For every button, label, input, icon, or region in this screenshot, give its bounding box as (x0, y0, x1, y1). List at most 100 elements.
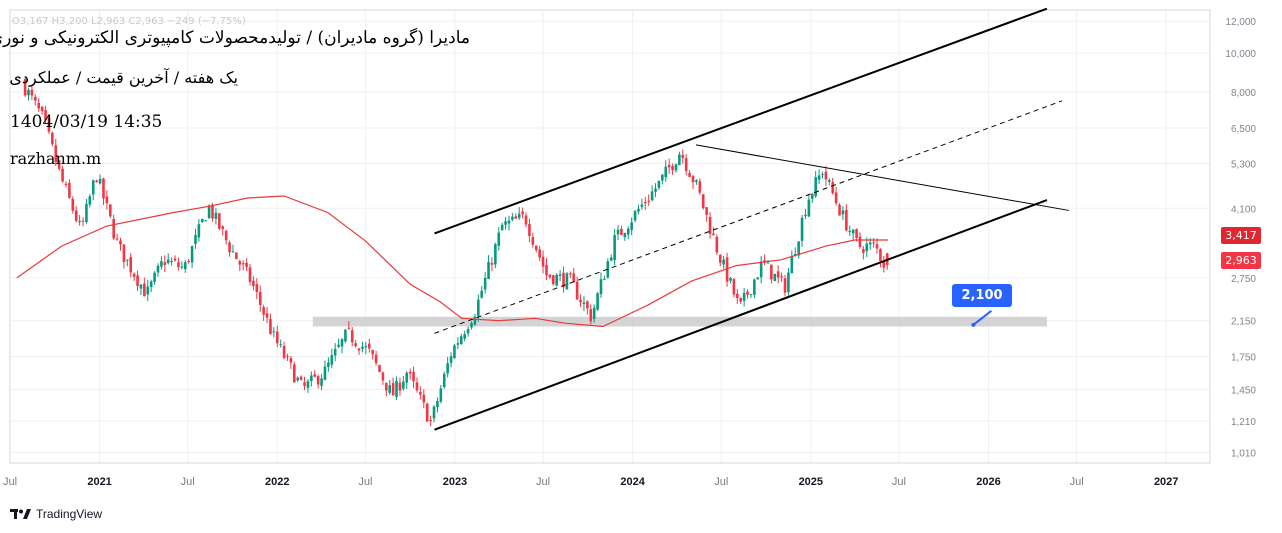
candle-body (538, 249, 541, 258)
candle-body (350, 330, 354, 343)
candlestick-series (23, 77, 889, 427)
tradingview-logo-icon[interactable] (10, 508, 32, 520)
candle-body (708, 216, 712, 234)
candle-body (684, 158, 688, 171)
candle-body (637, 208, 640, 212)
candle-body (497, 232, 501, 246)
candle-body (160, 261, 163, 267)
candle-body (756, 277, 760, 280)
candle-body (296, 377, 300, 381)
footer: TradingView (10, 507, 102, 521)
candle-body (238, 261, 242, 265)
candle-body (589, 309, 593, 322)
candle-body (129, 257, 133, 273)
time-tick-label: Jul (181, 476, 195, 488)
candle-body (609, 257, 613, 261)
descending-trend-line (695, 144, 1069, 211)
candle-body (105, 196, 109, 204)
tradingview-brand[interactable]: TradingView (36, 507, 103, 521)
candle-body (367, 343, 371, 349)
candle-body (528, 224, 531, 237)
candle-body (650, 191, 654, 201)
candle-body (200, 218, 204, 223)
candle-body (613, 235, 616, 261)
channel-mid-line (434, 100, 1063, 334)
price-tick-label: 10,000 (1225, 49, 1256, 60)
candle-body (166, 259, 170, 264)
candle-body (126, 259, 129, 261)
candle-body (361, 346, 364, 349)
candle-body (732, 279, 736, 295)
time-tick-label: Jul (3, 476, 17, 488)
time-axis[interactable]: Jul 2021 Jul 2022 Jul 2023 Jul 2024 Jul 2025 Jul 20… (3, 476, 1178, 488)
candle-body (838, 204, 841, 216)
time-tick-label: 2025 (799, 476, 823, 488)
candle-body (851, 229, 855, 234)
support-zone[interactable] (312, 316, 1047, 327)
last-price-tag: 2,963 (1221, 252, 1261, 269)
candle-body (456, 343, 460, 345)
candle-body (841, 210, 845, 215)
candle-body (722, 259, 725, 265)
candle-body (275, 331, 279, 344)
candle-body (783, 278, 787, 293)
candle-body (473, 316, 477, 325)
candle-body (136, 275, 139, 287)
candle-body (551, 275, 555, 285)
candle-body (235, 252, 238, 260)
candle-body (480, 290, 484, 298)
candle-body (483, 277, 487, 290)
time-tick-label: Jul (536, 476, 550, 488)
candle-body (879, 249, 882, 262)
candle-body (504, 221, 507, 225)
price-tick-label: 4,100 (1231, 204, 1256, 215)
candle-body (463, 334, 466, 339)
candle-body (640, 204, 644, 207)
candle-body (385, 382, 388, 391)
candle-body (674, 164, 678, 171)
time-tick-label: 2027 (1154, 476, 1178, 488)
candle-body (415, 382, 419, 391)
candle-body (766, 262, 770, 264)
candle-body (371, 350, 374, 355)
moving-average-line (16, 195, 889, 328)
candle-body (429, 419, 432, 421)
candle-body (74, 210, 78, 221)
candle-body (667, 164, 671, 168)
candle-body (487, 261, 490, 280)
candle-body (357, 348, 361, 351)
candle-body (524, 215, 528, 225)
candle-body (279, 344, 282, 346)
candle-body (814, 177, 817, 197)
candle-body (115, 238, 119, 240)
time-tick-label: 2026 (976, 476, 1000, 488)
time-tick-label: Jul (714, 476, 728, 488)
candle-body (579, 299, 582, 303)
price-callout[interactable]: 2,100 (952, 284, 1012, 307)
candle-body (344, 329, 347, 342)
candle-body (47, 118, 51, 132)
candle-body (30, 89, 34, 96)
candle-body (78, 220, 81, 222)
price-axis[interactable]: 12,000 10,000 8,000 6,500 5,300 4,100 2,750 2,1… (1225, 17, 1256, 459)
candle-body (286, 356, 289, 358)
candle-body (364, 346, 368, 348)
candle-body (327, 362, 330, 368)
trend-drawings[interactable] (434, 7, 1069, 431)
price-tick-label: 6,500 (1231, 124, 1256, 135)
candle-body (603, 279, 606, 281)
candle-body (88, 196, 92, 205)
candle-body (477, 299, 480, 317)
candle-body (180, 266, 184, 268)
candle-body (419, 392, 422, 395)
candle-body (848, 230, 852, 232)
candle-body (398, 382, 402, 391)
candle-body (112, 218, 115, 239)
candle-body (828, 180, 831, 182)
candle-body (773, 273, 777, 281)
candle-body (146, 286, 150, 295)
callout-anchor (971, 322, 976, 327)
candle-body (388, 385, 392, 393)
candle-body (248, 267, 252, 282)
